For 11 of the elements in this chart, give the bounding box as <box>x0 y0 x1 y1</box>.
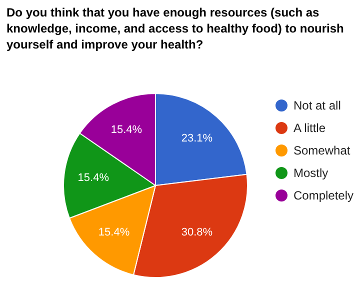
legend-label: Somewhat <box>294 144 351 158</box>
data-label: 23.1% <box>181 132 213 145</box>
legend-label: Mostly <box>294 166 328 180</box>
data-label: 15.4% <box>110 124 142 136</box>
legend-label: Completely <box>294 188 354 202</box>
legend-label: A little <box>294 121 326 135</box>
legend-label: Not at all <box>294 98 341 112</box>
data-label: 30.8% <box>181 226 213 238</box>
data-label: 15.4% <box>78 172 110 184</box>
chart-title: Do you think that you have enough resources (such as knowledge, income, and access to healthy food) to nourish yourself and improve your health? <box>6 6 344 52</box>
data-label: 15.4% <box>98 226 130 238</box>
